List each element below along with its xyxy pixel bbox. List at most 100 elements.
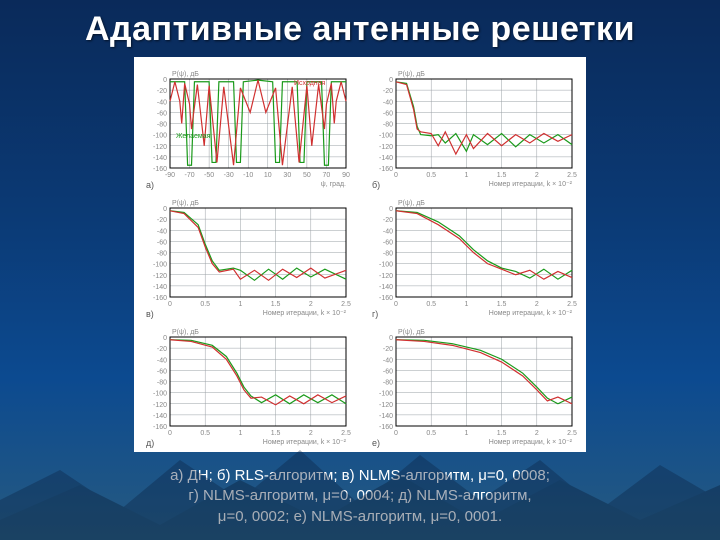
svg-text:-120: -120	[379, 273, 393, 280]
svg-text:-60: -60	[157, 368, 167, 375]
svg-text:-140: -140	[379, 413, 393, 420]
svg-text:-60: -60	[157, 110, 167, 117]
svg-text:-80: -80	[383, 380, 393, 387]
svg-text:2.5: 2.5	[341, 301, 351, 308]
svg-text:0: 0	[394, 172, 398, 179]
svg-text:-80: -80	[383, 251, 393, 258]
svg-text:Р(ψ), дБ: Р(ψ), дБ	[398, 200, 425, 207]
svg-text:-160: -160	[153, 295, 167, 302]
svg-text:2.5: 2.5	[567, 301, 577, 308]
svg-text:2: 2	[309, 430, 313, 437]
svg-text:-30: -30	[224, 172, 234, 179]
svg-text:1.5: 1.5	[271, 301, 281, 308]
svg-text:-160: -160	[379, 166, 393, 173]
caption-line-2: г) NLMS-алгоритм, μ=0, 0004; д) NLMS-алг…	[188, 487, 531, 504]
svg-text:-100: -100	[153, 133, 167, 140]
svg-text:Р(ψ), дБ: Р(ψ), дБ	[398, 329, 425, 336]
chart-row-2: -160 -140 -120 -100 -80 -60 -40 -20 0 0 0.5 1 1.5 2 2.…	[140, 192, 580, 321]
svg-text:-160: -160	[153, 424, 167, 431]
svg-text:-40: -40	[383, 357, 393, 364]
caption-line-3: μ=0, 0002; е) NLMS-алгоритм, μ=0, 0001.	[218, 508, 502, 525]
svg-text:-90: -90	[165, 172, 175, 179]
svg-text:0: 0	[168, 301, 172, 308]
svg-text:Номер итерации, k × 10⁻²: Номер итерации, k × 10⁻²	[489, 310, 573, 317]
svg-text:2: 2	[535, 430, 539, 437]
svg-text:-100: -100	[379, 391, 393, 398]
svg-text:-20: -20	[157, 88, 167, 95]
svg-text:б): б)	[372, 180, 380, 190]
svg-text:-40: -40	[157, 99, 167, 106]
svg-text:-100: -100	[153, 262, 167, 269]
svg-text:-40: -40	[157, 228, 167, 235]
svg-text:0: 0	[163, 77, 167, 84]
svg-text:2.5: 2.5	[567, 172, 577, 179]
svg-text:0: 0	[389, 77, 393, 84]
svg-text:Р(ψ), дБ: Р(ψ), дБ	[172, 329, 199, 336]
chart-d: -160-140-120-100-80-60-40-20000.511.522.…	[142, 323, 352, 448]
slide-container: Адаптивные антенные решетки -160-140-120…	[0, 0, 720, 540]
svg-text:0: 0	[394, 301, 398, 308]
svg-text:2: 2	[535, 301, 539, 308]
svg-text:1.5: 1.5	[497, 301, 507, 308]
svg-text:-60: -60	[383, 110, 393, 117]
svg-text:1.5: 1.5	[497, 172, 507, 179]
svg-text:-120: -120	[153, 273, 167, 280]
svg-text:0: 0	[163, 335, 167, 342]
svg-text:-140: -140	[153, 413, 167, 420]
svg-text:2: 2	[309, 301, 313, 308]
svg-text:е): е)	[372, 438, 380, 448]
svg-text:1: 1	[238, 301, 242, 308]
svg-text:0.5: 0.5	[426, 301, 436, 308]
svg-text:1: 1	[238, 430, 242, 437]
svg-text:-80: -80	[157, 251, 167, 258]
svg-text:2.5: 2.5	[567, 430, 577, 437]
svg-text:-160: -160	[379, 295, 393, 302]
svg-text:-100: -100	[379, 133, 393, 140]
svg-text:0: 0	[394, 430, 398, 437]
svg-text:-80: -80	[157, 122, 167, 129]
svg-text:0: 0	[168, 430, 172, 437]
svg-text:90: 90	[342, 172, 350, 179]
svg-text:-80: -80	[383, 122, 393, 129]
svg-text:0: 0	[389, 335, 393, 342]
svg-text:1: 1	[464, 430, 468, 437]
svg-text:0.5: 0.5	[426, 430, 436, 437]
svg-text:д): д)	[146, 438, 154, 448]
svg-text:-160: -160	[379, 424, 393, 431]
svg-text:Номер итерации, k × 10⁻²: Номер итерации, k × 10⁻²	[263, 439, 347, 446]
svg-text:Номер итерации, k × 10⁻²: Номер итерации, k × 10⁻²	[489, 439, 573, 446]
svg-text:г): г)	[372, 309, 378, 319]
svg-text:-20: -20	[383, 88, 393, 95]
chart-row-3: -160-140-120-100-80-60-40-20000.511.522.…	[140, 321, 580, 450]
svg-text:Номер итерации, k × 10⁻²: Номер итерации, k × 10⁻²	[263, 310, 347, 317]
svg-text:-140: -140	[379, 284, 393, 291]
svg-text:-120: -120	[153, 144, 167, 151]
svg-text:-140: -140	[153, 155, 167, 162]
svg-text:-120: -120	[379, 144, 393, 151]
svg-text:-20: -20	[383, 217, 393, 224]
svg-text:-120: -120	[379, 402, 393, 409]
svg-text:-10: -10	[243, 172, 253, 179]
svg-text:-40: -40	[383, 228, 393, 235]
chart-e: -160-140-120-100-80-60-40-20000.511.522.…	[368, 323, 578, 448]
svg-text:-60: -60	[157, 239, 167, 246]
svg-text:-60: -60	[383, 239, 393, 246]
svg-text:0.5: 0.5	[200, 301, 210, 308]
chart-g: -160-140-120-100-80-60-40-20000.511.522.…	[368, 194, 578, 319]
svg-text:0.5: 0.5	[200, 430, 210, 437]
chart-row-1: -160-140-120-100-80-60-40-200-90-70-50-3…	[140, 63, 580, 192]
svg-text:70: 70	[323, 172, 331, 179]
svg-text:-100: -100	[379, 262, 393, 269]
svg-text:в): в)	[146, 309, 154, 319]
slide-caption: а) ДН; б) RLS-алгоритм; в) NLMS-алгоритм…	[40, 466, 680, 527]
svg-text:2: 2	[535, 172, 539, 179]
svg-text:1.5: 1.5	[497, 430, 507, 437]
svg-text:1.5: 1.5	[271, 430, 281, 437]
svg-text:Желаемая: Желаемая	[176, 133, 211, 140]
svg-text:1: 1	[464, 172, 468, 179]
chart-grid-panel: -160-140-120-100-80-60-40-200-90-70-50-3…	[134, 57, 586, 452]
svg-text:Р(ψ), дБ: Р(ψ), дБ	[398, 71, 425, 78]
svg-text:0: 0	[389, 206, 393, 213]
svg-text:Р(ψ), дБ: Р(ψ), дБ	[172, 200, 199, 207]
caption-line-1: а) ДН; б) RLS-алгоритм; в) NLMS-алгоритм…	[170, 467, 550, 484]
